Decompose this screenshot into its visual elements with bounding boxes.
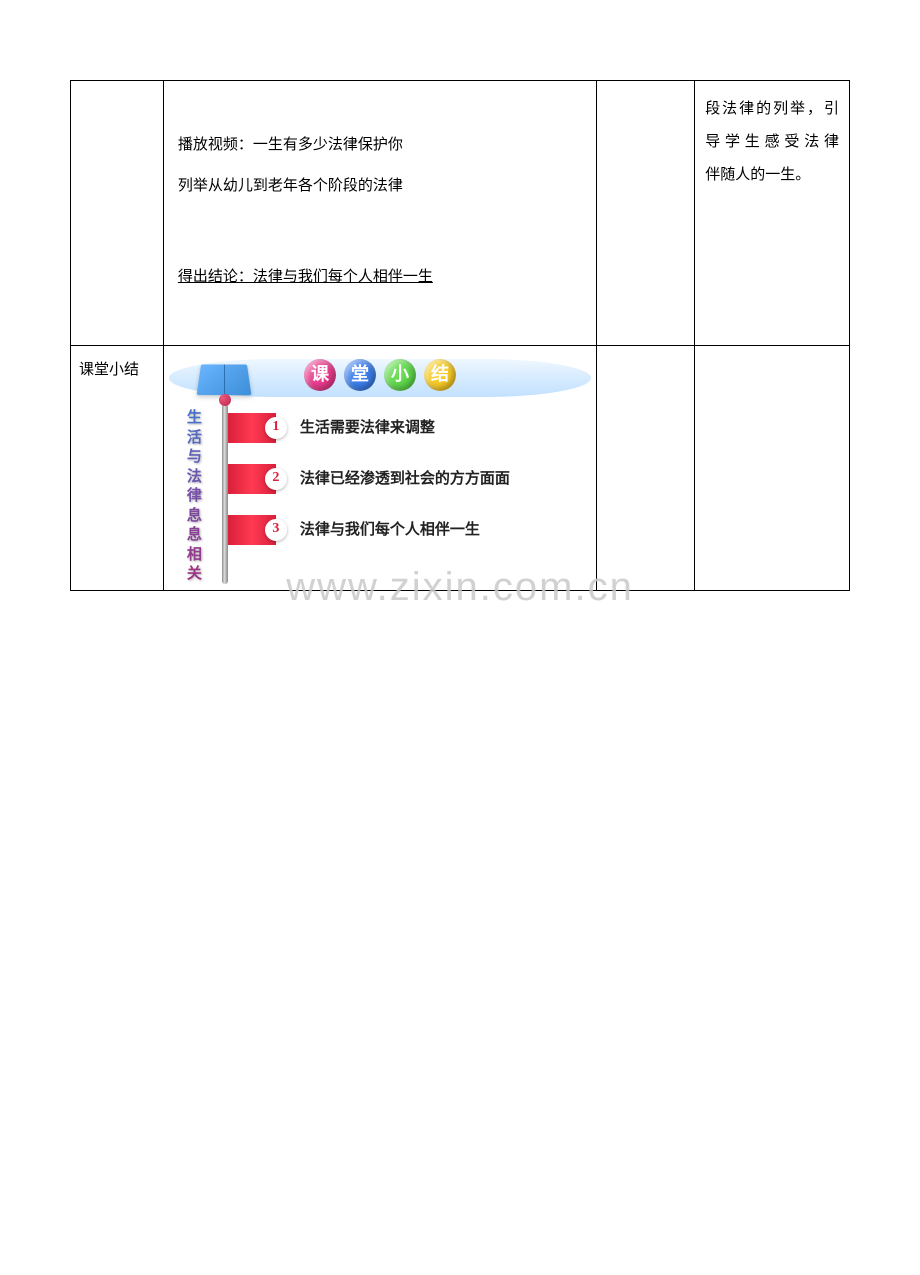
flag-number: 2 (265, 468, 287, 490)
cell-r2c2-summary: 课堂小结 生活与法律息息相关 1 生活需要法律来调整 2 法律已经渗透到社会的方方面面… (163, 346, 596, 591)
table-row: 课堂小结 课堂小结 生活与法律息息相关 (71, 346, 850, 591)
vertical-char: 活 (187, 429, 202, 449)
lesson-table: 播放视频：一生有多少法律保护你 列举从幼儿到老年各个阶段的法律 得出结论：法律与… (70, 80, 850, 591)
table-row: 播放视频：一生有多少法律保护你 列举从幼儿到老年各个阶段的法律 得出结论：法律与… (71, 81, 850, 346)
vertical-char: 与 (187, 448, 202, 468)
title-ball: 结 (424, 359, 456, 391)
title-ball: 小 (384, 359, 416, 391)
page-container: 播放视频：一生有多少法律保护你 列举从幼儿到老年各个阶段的法律 得出结论：法律与… (0, 0, 920, 591)
flag-icon: 2 (228, 464, 276, 494)
vertical-char: 关 (187, 565, 202, 585)
conclusion-line: 得出结论：法律与我们每个人相伴一生 (178, 261, 582, 294)
summary-body: 生活与法律息息相关 1 生活需要法律来调整 2 法律已经渗透到社会的方方面面 3 法律与我… (169, 409, 591, 585)
pole-top-icon (219, 394, 231, 406)
summary-point-text: 法律已经渗透到社会的方方面面 (300, 462, 510, 495)
cell-r1c2: 播放视频：一生有多少法律保护你 列举从幼儿到老年各个阶段的法律 得出结论：法律与… (163, 81, 596, 346)
section-label: 课堂小结 (79, 362, 139, 378)
cell-r1c4: 段法律的列举，引 导学生感受法律 伴随人的一生。 (695, 81, 850, 346)
vertical-label: 生活与法律息息相关 (187, 409, 202, 585)
vertical-char: 法 (187, 468, 202, 488)
vertical-char: 息 (187, 526, 202, 546)
summary-point-row: 1 生活需要法律来调整 (222, 411, 510, 444)
content-line: 列举从幼儿到老年各个阶段的法律 (178, 170, 582, 203)
note-line: 伴随人的一生。 (705, 159, 839, 192)
note-line: 导学生感受法律 (705, 126, 839, 159)
flag-number: 3 (265, 519, 287, 541)
summary-point-text: 法律与我们每个人相伴一生 (300, 513, 480, 546)
cell-r2c4 (695, 346, 850, 591)
vertical-char: 息 (187, 507, 202, 527)
book-icon (196, 365, 251, 396)
flag-number: 1 (265, 417, 287, 439)
cell-r2c1: 课堂小结 (71, 346, 164, 591)
flag-icon: 3 (228, 515, 276, 545)
cell-r1c3 (597, 81, 695, 346)
flag-column: 1 生活需要法律来调整 2 法律已经渗透到社会的方方面面 3 法律与我们每个人相伴一生 (222, 409, 510, 585)
summary-point-row: 2 法律已经渗透到社会的方方面面 (222, 462, 510, 495)
vertical-char: 生 (187, 409, 202, 429)
summary-point-row: 3 法律与我们每个人相伴一生 (222, 513, 510, 546)
title-ball: 堂 (344, 359, 376, 391)
cell-r2c3 (597, 346, 695, 591)
summary-title-bar: 课堂小结 (169, 351, 591, 399)
title-ball: 课 (304, 359, 336, 391)
note-line: 段法律的列举，引 (705, 93, 839, 126)
content-line: 播放视频：一生有多少法律保护你 (178, 129, 582, 162)
summary-point-text: 生活需要法律来调整 (300, 411, 435, 444)
title-balls: 课堂小结 (304, 359, 456, 391)
flag-icon: 1 (228, 413, 276, 443)
vertical-char: 相 (187, 546, 202, 566)
cell-r1c1 (71, 81, 164, 346)
vertical-char: 律 (187, 487, 202, 507)
